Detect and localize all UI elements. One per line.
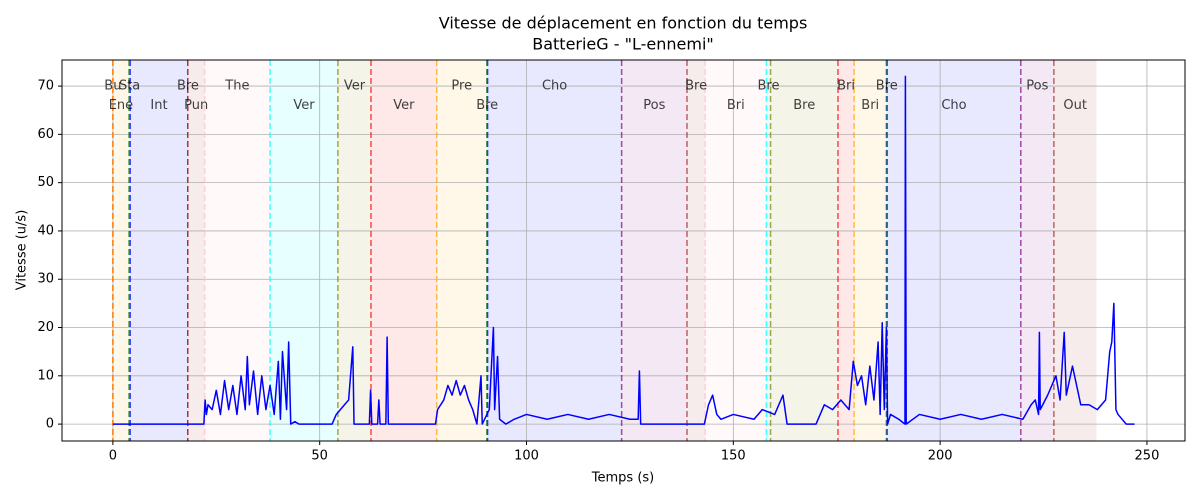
event-span bbox=[370, 60, 437, 441]
event-span bbox=[705, 60, 767, 441]
x-tick-label: 150 bbox=[721, 449, 746, 464]
event-span bbox=[621, 60, 687, 441]
y-tick-label: 30 bbox=[37, 272, 54, 287]
event-label: Bri bbox=[837, 79, 855, 94]
event-span bbox=[1020, 60, 1054, 441]
event-label: Bri bbox=[861, 98, 879, 113]
event-span bbox=[487, 60, 622, 441]
x-tick-label: 0 bbox=[109, 449, 117, 464]
event-label: Bri bbox=[727, 98, 745, 113]
event-label: Ver bbox=[293, 98, 315, 113]
y-tick-label: 10 bbox=[37, 368, 54, 383]
y-tick-label: 60 bbox=[37, 127, 54, 142]
event-span bbox=[770, 60, 838, 441]
event-label: Ver bbox=[393, 98, 415, 113]
event-span bbox=[686, 60, 706, 441]
chart-title: Vitesse de déplacement en fonction du te… bbox=[439, 14, 808, 33]
x-tick-label: 100 bbox=[514, 449, 539, 464]
y-axis-label: Vitesse (u/s) bbox=[15, 210, 30, 291]
x-tick-label: 50 bbox=[311, 449, 328, 464]
x-tick-label: 250 bbox=[1135, 449, 1160, 464]
event-label: Bu bbox=[104, 79, 121, 94]
x-tick-label: 200 bbox=[928, 449, 953, 464]
event-span bbox=[337, 60, 371, 441]
event-label: Bre bbox=[757, 79, 779, 94]
event-label: The bbox=[224, 79, 249, 94]
event-label: Int bbox=[150, 98, 167, 113]
event-span bbox=[204, 60, 271, 441]
event-span bbox=[436, 60, 487, 441]
event-label: Pos bbox=[643, 98, 665, 113]
plot-frame bbox=[61, 59, 1186, 442]
event-label: Ver bbox=[344, 79, 366, 94]
chart-subtitle: BatterieG - "L-ennemi" bbox=[532, 35, 714, 54]
y-tick-label: 70 bbox=[37, 79, 54, 94]
y-tick-label: 20 bbox=[37, 320, 54, 335]
event-span bbox=[187, 60, 205, 441]
y-tick-label: 50 bbox=[37, 175, 54, 190]
event-label: Bre bbox=[793, 98, 815, 113]
event-label: Ene bbox=[109, 98, 133, 113]
event-label: Sta bbox=[119, 79, 140, 94]
event-label: Bre bbox=[685, 79, 707, 94]
event-label: Pun bbox=[184, 98, 208, 113]
event-label: Bre bbox=[876, 79, 898, 94]
event-span bbox=[1053, 60, 1097, 441]
y-tick-label: 0 bbox=[46, 417, 54, 432]
event-span bbox=[887, 60, 1021, 441]
event-span bbox=[270, 60, 338, 441]
event-label: Pre bbox=[451, 79, 472, 94]
x-axis-label: Temps (s) bbox=[591, 471, 654, 486]
event-label: Cho bbox=[941, 98, 966, 113]
event-span bbox=[766, 60, 771, 441]
event-label: Out bbox=[1063, 98, 1087, 113]
event-span bbox=[837, 60, 855, 441]
event-label: Cho bbox=[542, 79, 567, 94]
event-label: Pos bbox=[1026, 79, 1048, 94]
event-span bbox=[130, 60, 188, 441]
event-span bbox=[112, 60, 130, 441]
speed-line bbox=[112, 75, 1135, 425]
y-tick-label: 40 bbox=[37, 223, 54, 238]
event-label: Bre bbox=[476, 98, 498, 113]
event-label: Bre bbox=[177, 79, 199, 94]
